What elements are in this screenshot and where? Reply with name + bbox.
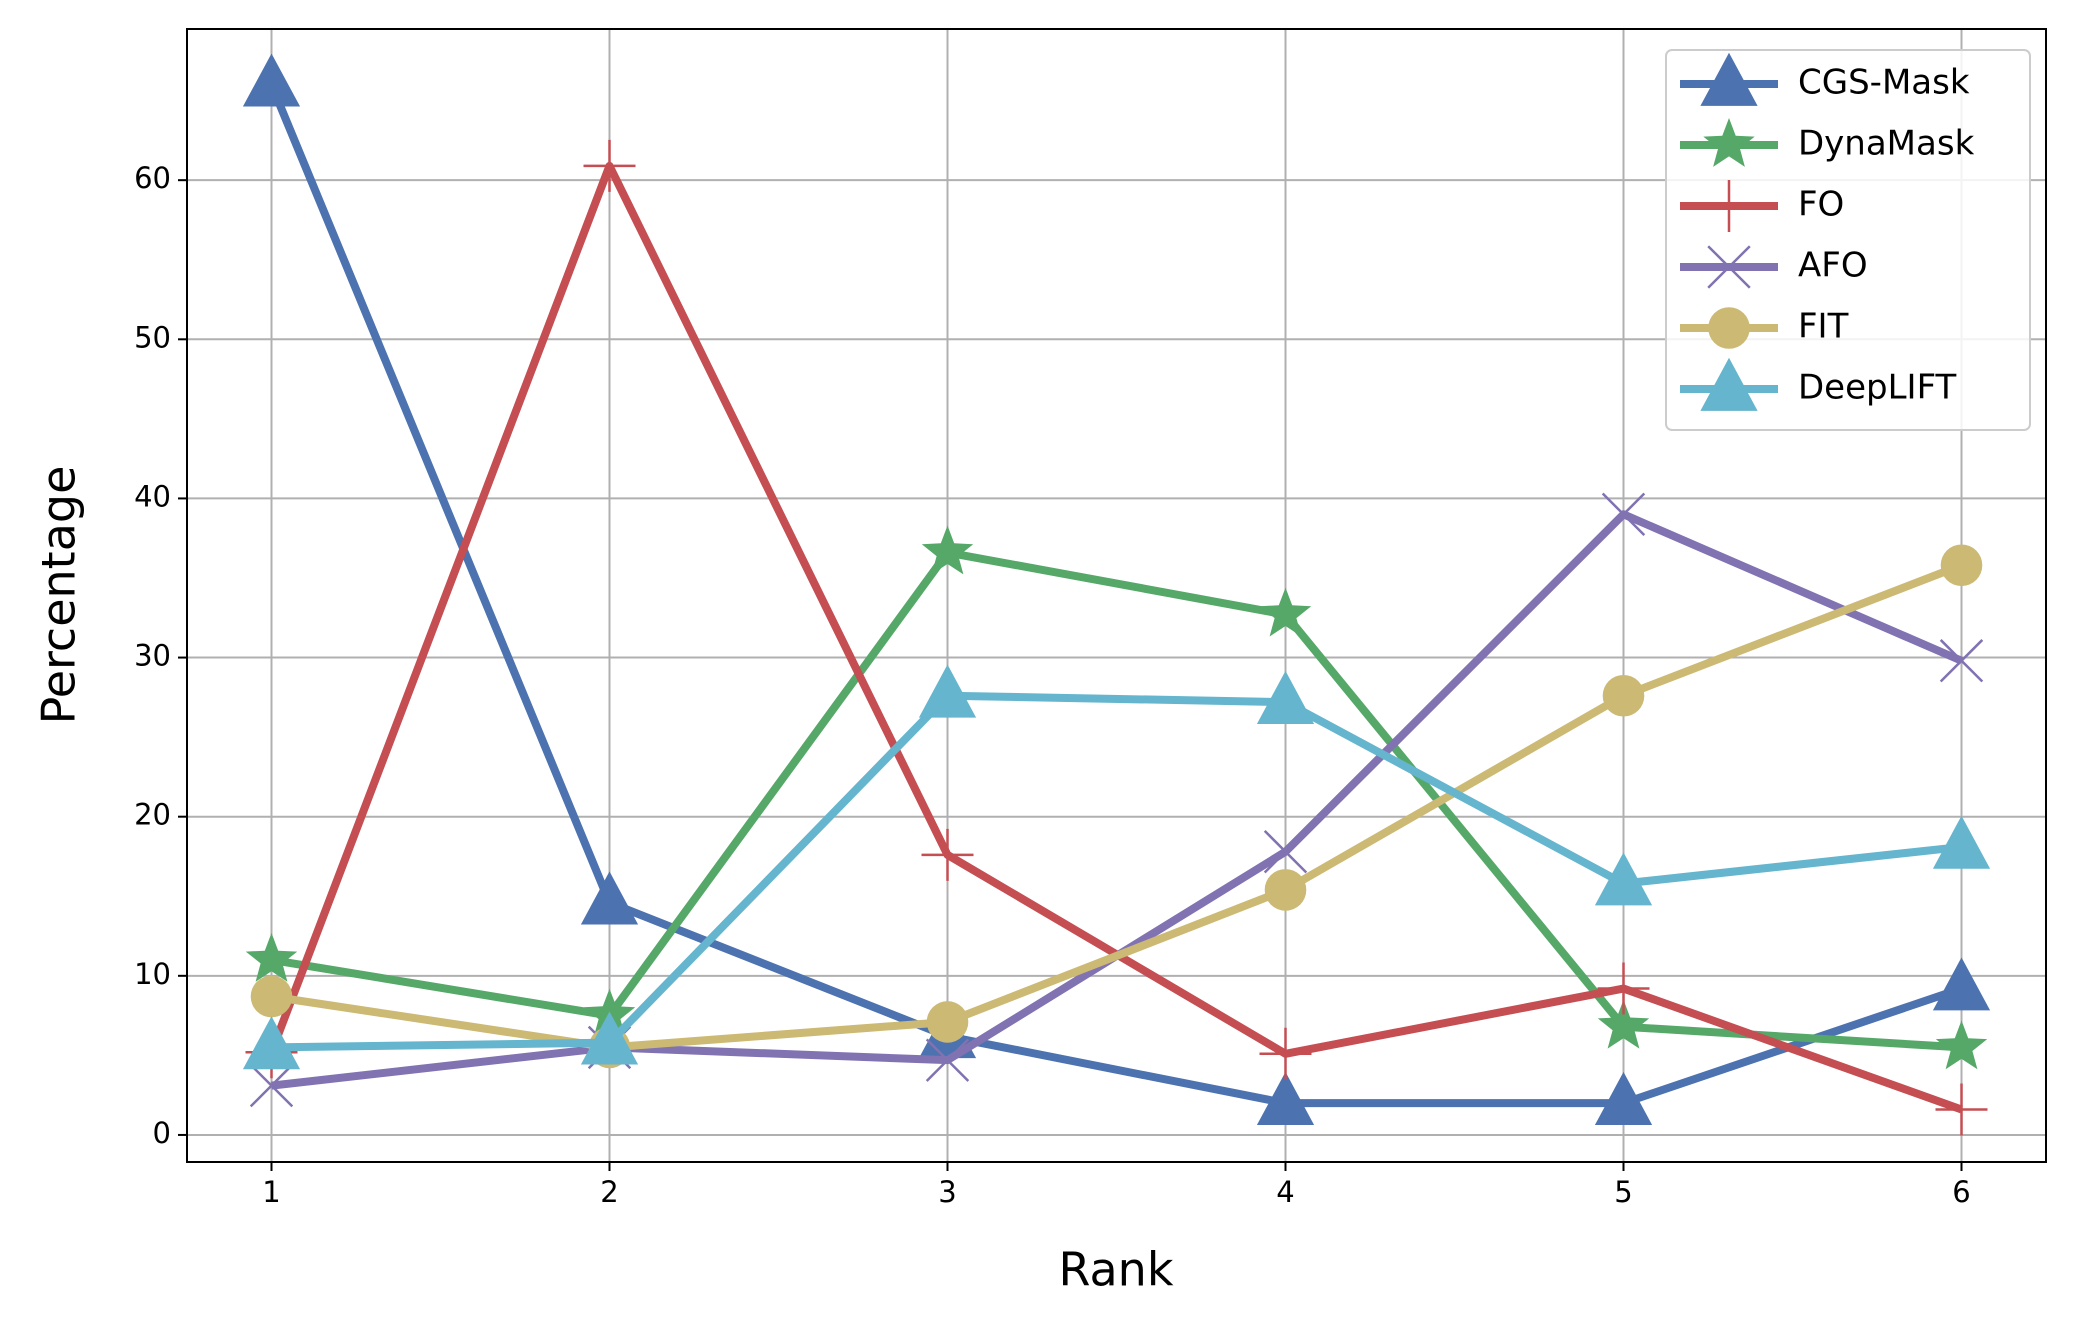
marker (1939, 639, 1984, 683)
y-tick-label: 10 (134, 957, 171, 991)
x-tick-label: 2 (600, 1175, 618, 1209)
plot-area (242, 53, 1991, 1136)
legend-label: AFO (1798, 246, 1868, 286)
legend: CGS-Mask DynaMask FO AFO FIT DeepLIFT (1665, 49, 2031, 431)
x-axis-label: Rank (1059, 1243, 1174, 1297)
legend-label: FIT (1798, 307, 1849, 347)
y-tick-label: 40 (134, 479, 171, 513)
y-tick-label: 60 (134, 161, 171, 195)
y-tick-label: 30 (134, 639, 171, 673)
marker (1597, 962, 1650, 1015)
marker (1708, 307, 1750, 349)
marker (925, 1038, 970, 1082)
legend-label: DeepLIFT (1798, 368, 1957, 408)
y-tick-label: 50 (134, 320, 171, 354)
x-tick-label: 5 (1614, 1175, 1632, 1209)
marker (1259, 587, 1312, 637)
marker (249, 1063, 294, 1108)
marker (1602, 674, 1645, 717)
marker (926, 1001, 969, 1043)
marker (580, 1011, 639, 1065)
marker (1940, 544, 1983, 587)
marker (1594, 852, 1653, 906)
y-axis-label: Percentage (32, 466, 86, 725)
marker (1594, 1071, 1653, 1125)
series-line (267, 83, 1963, 1108)
marker (250, 975, 293, 1018)
y-tick-label: 20 (134, 798, 171, 832)
marker (1703, 180, 1755, 232)
axes-frame (186, 28, 2047, 1163)
x-tick-label: 3 (938, 1175, 956, 1209)
x-tick-label: 6 (1952, 1175, 1970, 1209)
marker (1935, 1083, 1988, 1136)
legend-label: FO (1798, 185, 1844, 225)
marker (1263, 830, 1308, 874)
legend-label: CGS-Mask (1798, 63, 1970, 103)
marker (1259, 1027, 1312, 1080)
marker (1707, 245, 1751, 289)
marker (921, 525, 974, 575)
legend-label: DynaMask (1798, 124, 1975, 164)
marker (583, 139, 636, 192)
marker (1601, 492, 1646, 537)
x-tick-label: 4 (1276, 1175, 1294, 1209)
marker (245, 932, 298, 982)
series-line (270, 561, 1963, 1052)
marker (1597, 999, 1650, 1049)
marker (1264, 869, 1307, 911)
marker (918, 664, 977, 718)
marker (242, 1016, 301, 1070)
marker (1256, 1071, 1315, 1125)
marker (242, 53, 301, 107)
marker (1256, 670, 1315, 724)
marker (580, 871, 639, 925)
marker (1700, 357, 1758, 411)
y-tick-label: 0 (153, 1116, 171, 1150)
marker (1932, 957, 1991, 1011)
marker (1932, 815, 1991, 869)
marker (921, 828, 974, 881)
marker (1703, 118, 1755, 167)
marker (1935, 1020, 1988, 1070)
x-tick-label: 1 (262, 1175, 280, 1209)
marker (1700, 52, 1758, 106)
series-line (270, 548, 1962, 1052)
series-line (271, 691, 1962, 1052)
